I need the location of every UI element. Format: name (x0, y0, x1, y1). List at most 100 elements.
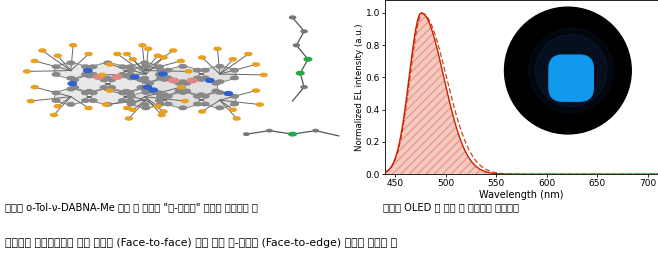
Circle shape (231, 95, 238, 98)
Circle shape (155, 73, 163, 76)
Circle shape (127, 102, 135, 106)
Circle shape (141, 103, 149, 106)
Polygon shape (204, 92, 236, 109)
Polygon shape (186, 79, 217, 95)
Circle shape (155, 105, 161, 108)
Circle shape (142, 80, 150, 83)
Circle shape (82, 73, 89, 76)
Circle shape (24, 70, 30, 73)
Circle shape (313, 129, 318, 132)
Circle shape (212, 89, 220, 93)
Polygon shape (167, 66, 199, 82)
Polygon shape (111, 75, 142, 92)
Text: 제작된 OLED 의 사진 및 전계발광 스펙트럼: 제작된 OLED 의 사진 및 전계발광 스펙트럼 (383, 202, 519, 212)
Circle shape (122, 74, 130, 78)
Circle shape (168, 78, 178, 83)
Circle shape (89, 73, 97, 76)
Circle shape (201, 76, 209, 80)
Circle shape (212, 81, 220, 85)
Circle shape (108, 86, 115, 89)
Circle shape (127, 95, 135, 98)
Circle shape (31, 59, 38, 62)
Circle shape (137, 78, 145, 81)
Circle shape (159, 72, 167, 76)
Circle shape (104, 76, 112, 80)
Circle shape (193, 76, 201, 80)
Circle shape (99, 73, 105, 76)
Circle shape (197, 78, 205, 81)
Circle shape (216, 80, 224, 83)
Circle shape (126, 73, 134, 76)
Circle shape (266, 129, 272, 132)
Circle shape (126, 65, 134, 68)
Circle shape (155, 99, 163, 102)
Circle shape (155, 91, 163, 95)
Circle shape (216, 65, 224, 68)
Circle shape (93, 75, 103, 79)
Circle shape (231, 68, 238, 72)
Circle shape (214, 47, 221, 50)
Circle shape (142, 65, 150, 68)
Circle shape (158, 113, 165, 117)
Circle shape (179, 106, 187, 110)
Circle shape (130, 108, 136, 111)
Circle shape (179, 91, 187, 94)
Circle shape (157, 68, 164, 72)
Circle shape (146, 89, 153, 93)
Circle shape (216, 106, 224, 110)
Circle shape (231, 102, 238, 106)
Y-axis label: Normalized EL intensity (a.u.): Normalized EL intensity (a.u.) (355, 23, 364, 151)
Circle shape (245, 53, 252, 55)
Circle shape (89, 65, 97, 68)
Circle shape (67, 103, 74, 106)
Circle shape (51, 113, 57, 117)
Circle shape (84, 69, 92, 72)
Circle shape (230, 108, 236, 111)
Polygon shape (91, 62, 124, 79)
Circle shape (289, 132, 296, 136)
Polygon shape (130, 92, 162, 109)
Circle shape (70, 78, 78, 81)
Circle shape (67, 87, 74, 91)
Circle shape (149, 88, 157, 92)
Circle shape (118, 91, 126, 95)
Polygon shape (148, 79, 180, 95)
Circle shape (124, 106, 130, 110)
Circle shape (170, 49, 177, 52)
Polygon shape (129, 62, 161, 79)
Circle shape (118, 73, 126, 76)
Circle shape (124, 53, 130, 55)
Polygon shape (167, 92, 199, 109)
Circle shape (127, 76, 135, 80)
Circle shape (178, 85, 184, 89)
Circle shape (290, 133, 295, 135)
Circle shape (301, 30, 307, 33)
Circle shape (86, 90, 93, 93)
Circle shape (230, 58, 236, 61)
Circle shape (52, 73, 60, 76)
Circle shape (164, 95, 172, 98)
Polygon shape (55, 62, 87, 79)
Circle shape (301, 86, 307, 88)
Circle shape (130, 75, 139, 79)
Circle shape (201, 102, 209, 106)
Circle shape (122, 90, 130, 93)
Circle shape (253, 63, 259, 66)
Circle shape (70, 44, 76, 47)
Text: 분자구조 엔지니어링을 통해 면대면 (Face-to-face) 형태 대신 면-엣지형 (Face-to-edge) 형태의 분자간 상: 분자구조 엔지니어링을 통해 면대면 (Face-to-face) 형태 대신 … (5, 238, 397, 248)
Polygon shape (91, 88, 124, 105)
Circle shape (137, 86, 145, 89)
Circle shape (67, 76, 74, 80)
Circle shape (183, 81, 190, 85)
Circle shape (130, 58, 136, 61)
Circle shape (126, 117, 132, 120)
Circle shape (54, 54, 61, 57)
Circle shape (141, 61, 149, 65)
Circle shape (160, 56, 167, 59)
Circle shape (142, 106, 150, 110)
Circle shape (161, 78, 168, 81)
Circle shape (231, 76, 238, 80)
Polygon shape (130, 66, 162, 82)
Polygon shape (73, 75, 105, 92)
Circle shape (68, 82, 76, 85)
